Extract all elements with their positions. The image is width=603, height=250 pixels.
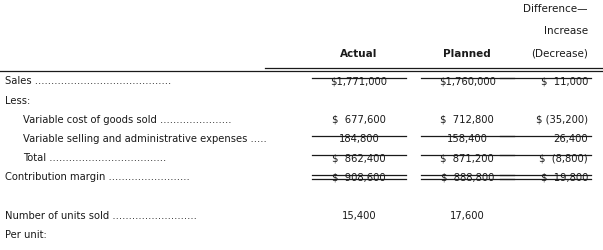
Text: Variable cost of goods sold ......................: Variable cost of goods sold ............…	[23, 115, 232, 125]
Text: $  11,000: $ 11,000	[540, 76, 588, 86]
Text: $  871,200: $ 871,200	[440, 153, 494, 163]
Text: 26,400: 26,400	[554, 134, 588, 144]
Text: $ (35,200): $ (35,200)	[536, 115, 588, 125]
Text: Variable selling and administrative expenses .....: Variable selling and administrative expe…	[23, 134, 267, 144]
Text: $  908,600: $ 908,600	[332, 172, 385, 182]
Text: Increase: Increase	[544, 26, 588, 36]
Text: $  888,800: $ 888,800	[441, 172, 494, 182]
Text: $  19,800: $ 19,800	[540, 172, 588, 182]
Text: Difference—: Difference—	[523, 4, 588, 14]
Text: $  677,600: $ 677,600	[332, 115, 386, 125]
Text: Planned: Planned	[443, 49, 491, 59]
Text: Per unit:: Per unit:	[5, 230, 46, 240]
Text: Number of units sold ..........................: Number of units sold ...................…	[5, 211, 197, 221]
Text: $  862,400: $ 862,400	[332, 153, 385, 163]
Text: $1,771,000: $1,771,000	[330, 76, 387, 86]
Text: 15,400: 15,400	[341, 211, 376, 221]
Text: $1,760,000: $1,760,000	[439, 76, 496, 86]
Text: 17,600: 17,600	[450, 211, 485, 221]
Text: $  (8,800): $ (8,800)	[539, 153, 588, 163]
Text: 184,800: 184,800	[338, 134, 379, 144]
Text: (Decrease): (Decrease)	[531, 49, 588, 59]
Text: Actual: Actual	[340, 49, 377, 59]
Text: Less:: Less:	[5, 96, 30, 106]
Text: Total ....................................: Total ..................................…	[23, 153, 166, 163]
Text: 158,400: 158,400	[447, 134, 488, 144]
Text: Contribution margin .........................: Contribution margin ....................…	[5, 172, 189, 182]
Text: Sales ..........................................: Sales ..................................…	[5, 76, 171, 86]
Text: $  712,800: $ 712,800	[440, 115, 494, 125]
